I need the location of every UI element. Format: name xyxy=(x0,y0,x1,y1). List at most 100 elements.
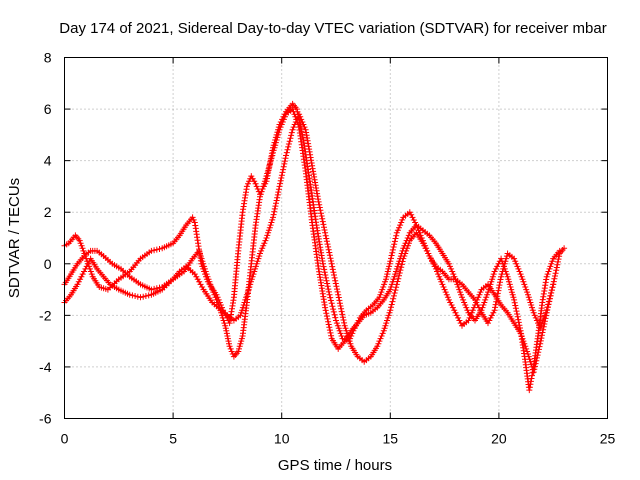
data-point xyxy=(126,291,133,298)
data-point xyxy=(334,322,341,329)
data-point xyxy=(272,139,279,146)
data-point xyxy=(297,113,304,120)
data-point xyxy=(280,116,287,123)
data-point xyxy=(525,353,532,360)
data-point xyxy=(479,304,486,311)
data-point xyxy=(226,340,232,347)
data-point xyxy=(284,146,291,153)
data-point xyxy=(395,260,402,267)
data-point xyxy=(251,268,258,275)
data-point xyxy=(406,209,413,216)
data-point xyxy=(518,273,525,280)
data-point xyxy=(260,183,267,190)
data-point xyxy=(332,277,339,284)
data-point xyxy=(547,292,554,299)
data-point xyxy=(88,271,95,278)
data-point xyxy=(318,213,325,219)
data-point xyxy=(327,297,334,304)
data-point xyxy=(524,289,531,296)
data-point xyxy=(546,298,553,305)
data-point xyxy=(463,304,470,311)
data-point xyxy=(246,284,253,290)
data-point xyxy=(227,345,234,352)
data-point xyxy=(499,260,506,267)
data-point xyxy=(511,299,518,306)
data-point xyxy=(243,291,250,298)
data-point xyxy=(393,232,400,239)
data-point xyxy=(440,284,447,290)
data-point xyxy=(451,273,458,280)
data-point xyxy=(301,124,308,131)
data-point xyxy=(394,227,401,234)
data-point xyxy=(279,119,286,125)
series-line xyxy=(63,113,554,373)
data-point xyxy=(403,247,410,254)
data-point xyxy=(290,124,297,131)
data-point xyxy=(235,348,242,355)
data-point xyxy=(322,229,329,236)
data-point xyxy=(529,307,536,314)
data-point xyxy=(390,295,397,302)
data-point xyxy=(451,307,458,314)
data-point xyxy=(206,278,213,285)
data-point xyxy=(275,129,282,136)
data-point xyxy=(324,241,331,248)
data-point xyxy=(333,283,340,290)
data-point xyxy=(77,276,84,283)
data-point xyxy=(325,246,332,253)
data-point xyxy=(83,263,90,270)
data-point xyxy=(464,307,471,314)
data-point xyxy=(386,260,393,267)
data-point xyxy=(515,319,522,326)
data-point xyxy=(501,265,508,272)
data-point xyxy=(323,310,330,317)
data-point xyxy=(490,309,497,316)
data-point xyxy=(376,294,383,301)
data-point xyxy=(340,317,347,323)
data-point xyxy=(492,301,499,308)
data-point xyxy=(211,291,218,298)
data-point xyxy=(393,284,400,291)
data-point xyxy=(207,281,214,288)
data-point xyxy=(190,216,197,223)
data-point xyxy=(320,263,327,270)
data-point xyxy=(263,173,270,180)
data-point xyxy=(398,264,405,271)
data-point xyxy=(153,285,160,292)
data-point xyxy=(273,200,279,207)
data-point xyxy=(513,260,520,267)
data-point xyxy=(460,296,467,303)
data-point xyxy=(243,294,250,301)
y-tick-label: 4 xyxy=(44,153,52,169)
data-point xyxy=(486,317,493,324)
data-point xyxy=(332,314,339,321)
data-point xyxy=(423,247,430,254)
data-point xyxy=(386,263,393,270)
data-point xyxy=(430,260,437,267)
data-point xyxy=(454,281,461,288)
data-point xyxy=(556,247,563,254)
data-point xyxy=(87,268,94,275)
data-point xyxy=(327,329,334,336)
data-point xyxy=(445,296,452,303)
data-point xyxy=(289,106,296,113)
data-point xyxy=(259,245,266,252)
data-point xyxy=(378,333,385,339)
data-point xyxy=(388,252,395,259)
data-point xyxy=(389,249,396,256)
data-point xyxy=(502,268,509,275)
data-point xyxy=(264,232,271,239)
data-point xyxy=(537,340,544,347)
data-point xyxy=(503,271,510,278)
data-point xyxy=(485,320,491,327)
data-point xyxy=(551,275,558,282)
x-axis-label: GPS time / hours xyxy=(278,457,392,474)
data-point xyxy=(516,268,523,275)
data-point xyxy=(279,169,286,176)
data-point xyxy=(275,186,282,193)
data-point xyxy=(319,215,326,222)
data-point xyxy=(285,141,292,147)
data-point xyxy=(494,290,501,297)
data-point xyxy=(396,272,402,279)
data-point xyxy=(250,271,257,278)
